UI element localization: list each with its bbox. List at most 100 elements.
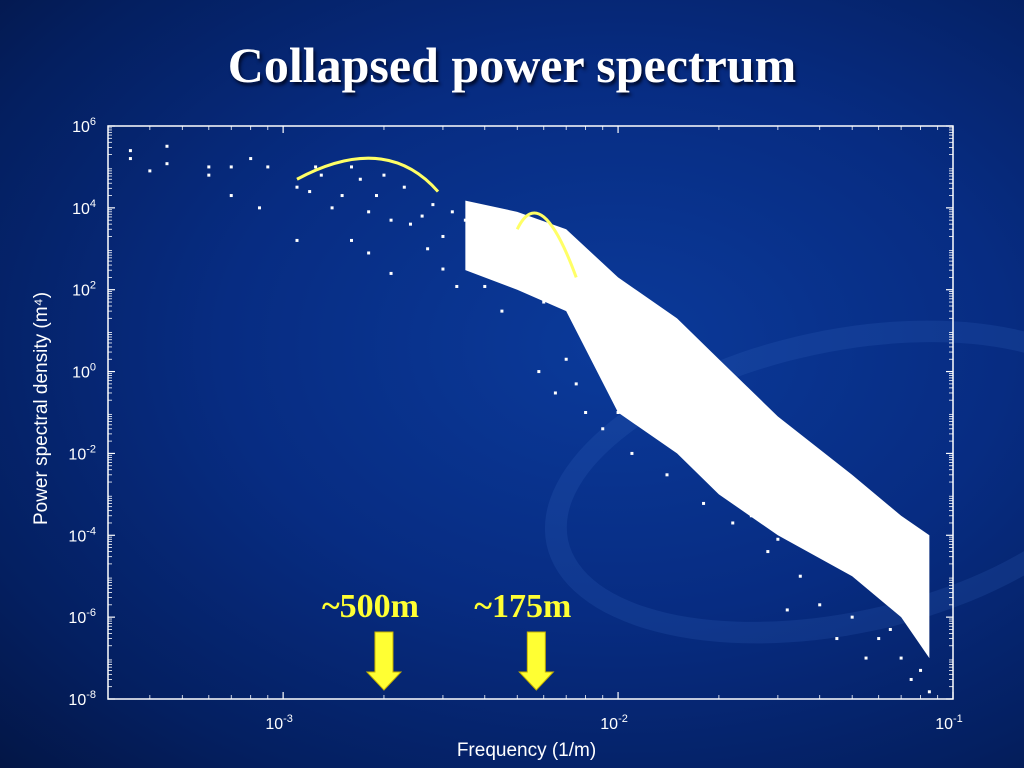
y-tick-label: 100 [72, 362, 96, 382]
data-point [574, 382, 578, 386]
data-point [249, 157, 253, 161]
data-point [766, 550, 770, 554]
data-point [295, 185, 299, 189]
data-point [389, 218, 393, 222]
data-point [665, 473, 669, 477]
y-tick-label: 102 [72, 280, 96, 300]
annotation-175m: ~175m [474, 588, 572, 625]
highlight-arc-1 [296, 156, 440, 193]
data-point [463, 218, 467, 222]
data-point [509, 234, 513, 238]
data-point [441, 267, 445, 271]
data-point [349, 238, 353, 242]
data-point [702, 501, 706, 505]
data-point [835, 637, 839, 641]
data-point [584, 411, 588, 414]
data-point [450, 210, 454, 214]
data-point [295, 238, 299, 242]
data-point [257, 206, 261, 210]
data-point [455, 284, 459, 288]
data-point [471, 259, 475, 263]
data-point [358, 177, 362, 181]
data-point [717, 480, 721, 484]
x-tick-label: 10-1 [935, 713, 963, 733]
data-point [515, 268, 519, 272]
y-tick-label: 106 [72, 116, 96, 136]
x-tick-label: 10-2 [600, 713, 628, 733]
data-point [128, 149, 132, 153]
data-point [349, 165, 353, 169]
data-point [684, 451, 688, 455]
annotation-arrow-1 [365, 631, 403, 691]
data-point [785, 608, 789, 612]
data-point [483, 227, 487, 231]
y-axis-label: Power spectral density (m⁴) [31, 292, 52, 525]
data-point [431, 203, 435, 207]
data-point [266, 165, 270, 169]
data-point [382, 173, 386, 177]
data-point [402, 185, 406, 189]
data-point [493, 247, 497, 251]
data-point [420, 214, 424, 218]
data-point [148, 169, 152, 173]
slide-title: Collapsed power spectrum [227, 37, 797, 93]
data-point [798, 574, 802, 578]
data-point [207, 173, 211, 177]
data-point [850, 615, 854, 619]
highlight-arc-2 [515, 211, 578, 278]
data-point [616, 411, 620, 414]
data-point [776, 537, 780, 541]
data-point [542, 300, 546, 304]
data-point [330, 206, 334, 210]
data-point [229, 165, 233, 169]
data-point [319, 173, 323, 177]
data-point [374, 194, 378, 198]
data-point [340, 194, 344, 198]
data-point [483, 284, 487, 288]
y-tick-label: 104 [72, 198, 96, 218]
data-point [749, 514, 753, 518]
data-point [207, 165, 211, 169]
data-point [564, 357, 568, 361]
data-points-group [128, 144, 931, 694]
data-point [367, 251, 371, 255]
data-point [128, 157, 132, 161]
data-point [888, 627, 892, 631]
data-point [537, 370, 541, 374]
annotation-500m: ~500m [321, 588, 419, 625]
data-point [864, 656, 868, 660]
data-point [909, 677, 913, 681]
y-tick-label: 10-2 [68, 443, 96, 463]
data-point [500, 309, 504, 313]
data-point [441, 234, 445, 238]
data-point [314, 165, 318, 169]
data-point [899, 656, 903, 660]
x-axis-label: Frequency (1/m) [457, 740, 596, 761]
x-tick-label: 10-3 [265, 713, 293, 733]
data-point [818, 603, 822, 607]
data-point [553, 391, 557, 395]
plot-frame [107, 125, 954, 700]
data-point [426, 247, 430, 251]
y-tick-label: 10-4 [68, 525, 96, 545]
data-point [643, 423, 647, 427]
data-point [630, 451, 634, 455]
data-point [927, 690, 931, 694]
data-point [529, 247, 533, 251]
y-tick-label: 10-8 [68, 689, 96, 709]
data-point [308, 190, 312, 194]
dense-data-band [465, 200, 930, 659]
data-point [601, 427, 605, 431]
y-tick-label: 10-6 [68, 607, 96, 627]
data-point [919, 668, 923, 672]
data-point [877, 637, 881, 641]
annotation-arrow-2 [518, 631, 555, 691]
data-point [229, 194, 233, 198]
data-point [731, 521, 735, 525]
data-point [165, 162, 169, 166]
data-point [165, 144, 169, 148]
data-point [389, 271, 393, 275]
data-point [408, 222, 412, 226]
data-point [367, 210, 371, 214]
